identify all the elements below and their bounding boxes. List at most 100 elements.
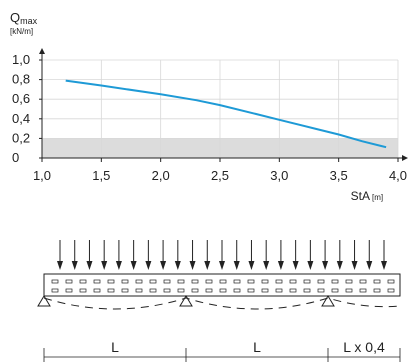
load-arrow-head [351, 261, 358, 270]
beam-mark [373, 279, 381, 284]
beam-mark [261, 288, 269, 293]
y-axis-unit: [kN/m] [10, 27, 33, 36]
x-tick-label: 3,5 [330, 168, 348, 183]
deflection-curve [43, 297, 401, 310]
beam-mark [289, 288, 297, 293]
beam-mark [65, 288, 73, 293]
load-arrow-head [307, 261, 314, 270]
load-arrow-head [115, 261, 122, 270]
load-arrows [57, 240, 387, 270]
beam-mark [163, 288, 171, 293]
span-label-3: L x 0,4 [343, 339, 385, 355]
load-arrow-head [130, 261, 137, 270]
x-tick-label: 2,0 [152, 168, 170, 183]
load-arrow-head [322, 261, 329, 270]
x-tick-label: 3,0 [270, 168, 288, 183]
beam-mark [359, 279, 367, 284]
y-tick-label: 0,4 [12, 111, 30, 126]
beam-mark [247, 288, 255, 293]
x-tick-label: 4,0 [389, 168, 407, 183]
beam-mark [387, 288, 395, 293]
beam-mark [261, 279, 269, 284]
load-arrow-head [174, 261, 181, 270]
load-arrow-head [101, 261, 108, 270]
beam-mark [331, 288, 339, 293]
beam-mark [135, 288, 143, 293]
beam-mark [135, 279, 143, 284]
beam-mark [359, 288, 367, 293]
beam-mark [345, 279, 353, 284]
x-tick-label: 1,5 [92, 168, 110, 183]
beam-mark [387, 279, 395, 284]
beam-mark [149, 288, 157, 293]
load-arrow-head [233, 261, 240, 270]
load-arrow-head [292, 261, 299, 270]
span-label-2: L [253, 339, 261, 355]
y-ticks: 0 0,2 0,4 0,6 0,8 1,0 [12, 52, 42, 165]
load-arrow-head [204, 261, 211, 270]
beam-mark [107, 288, 115, 293]
beam-mark [177, 288, 185, 293]
beam-mark [275, 279, 283, 284]
beam-mark [93, 279, 101, 284]
beam-mark [107, 279, 115, 284]
load-arrow-head [336, 261, 343, 270]
beam-mark [79, 279, 87, 284]
support-triangle [321, 295, 335, 307]
y-tick-label: 0,2 [12, 130, 30, 145]
load-arrow-head [263, 261, 270, 270]
chart: 1,0 1,5 2,0 2,5 3,0 3,5 4,0 0 0,2 0,4 0,6 0,8 1,0 Q… [10, 10, 408, 203]
beam-mark [191, 279, 199, 284]
x-axis-label: StA [351, 189, 370, 203]
supports [37, 295, 335, 307]
beam-mark [121, 279, 129, 284]
y-tick-label: 0,8 [12, 72, 30, 87]
load-arrow-head [277, 261, 284, 270]
beam-diagram: L L L x 0,4 [37, 240, 401, 362]
support-triangle [179, 295, 193, 307]
span-dimensions: L L L x 0,4 [43, 339, 401, 362]
x-tick-label: 2,5 [211, 168, 229, 183]
beam-mark [233, 288, 241, 293]
beam-mark [233, 279, 241, 284]
x-axis-arrow [402, 155, 408, 161]
beam-mark [219, 288, 227, 293]
grid-lines [42, 59, 399, 158]
beam-mark [51, 288, 59, 293]
load-arrow-head [86, 261, 93, 270]
beam-mark [93, 288, 101, 293]
beam-mark [191, 288, 199, 293]
load-arrow-head [219, 261, 225, 270]
y-axis-label: Qmax [10, 10, 38, 26]
beam-mark [219, 279, 227, 284]
load-arrow-head [71, 261, 78, 270]
x-tick-label: 1,0 [33, 168, 51, 183]
span-label-1: L [111, 339, 119, 355]
beam-mark [317, 279, 325, 284]
beam-mark [373, 288, 381, 293]
y-tick-label: 0,6 [12, 91, 30, 106]
load-arrow-head [366, 261, 373, 270]
support-triangle [37, 295, 51, 307]
series-line [65, 79, 387, 149]
beam-mark [289, 279, 297, 284]
beam-mark [163, 279, 171, 284]
beam-mark [65, 279, 73, 284]
beam-mark [303, 288, 311, 293]
y-axis-arrow [39, 48, 45, 54]
x-axis-unit: [m] [372, 193, 383, 202]
y-tick-label: 1,0 [12, 52, 30, 67]
beam-mark [275, 288, 283, 293]
load-arrow-head [160, 261, 167, 270]
beam-mark [247, 279, 255, 284]
beam-mark [79, 288, 87, 293]
load-arrow-head [381, 261, 387, 270]
beam-mark [51, 279, 59, 284]
beam-inner-pattern [51, 279, 395, 293]
load-arrow-head [189, 261, 196, 270]
beam-mark [121, 288, 129, 293]
beam-mark [317, 288, 325, 293]
beam-mark [205, 279, 213, 284]
load-arrow-head [57, 261, 63, 270]
